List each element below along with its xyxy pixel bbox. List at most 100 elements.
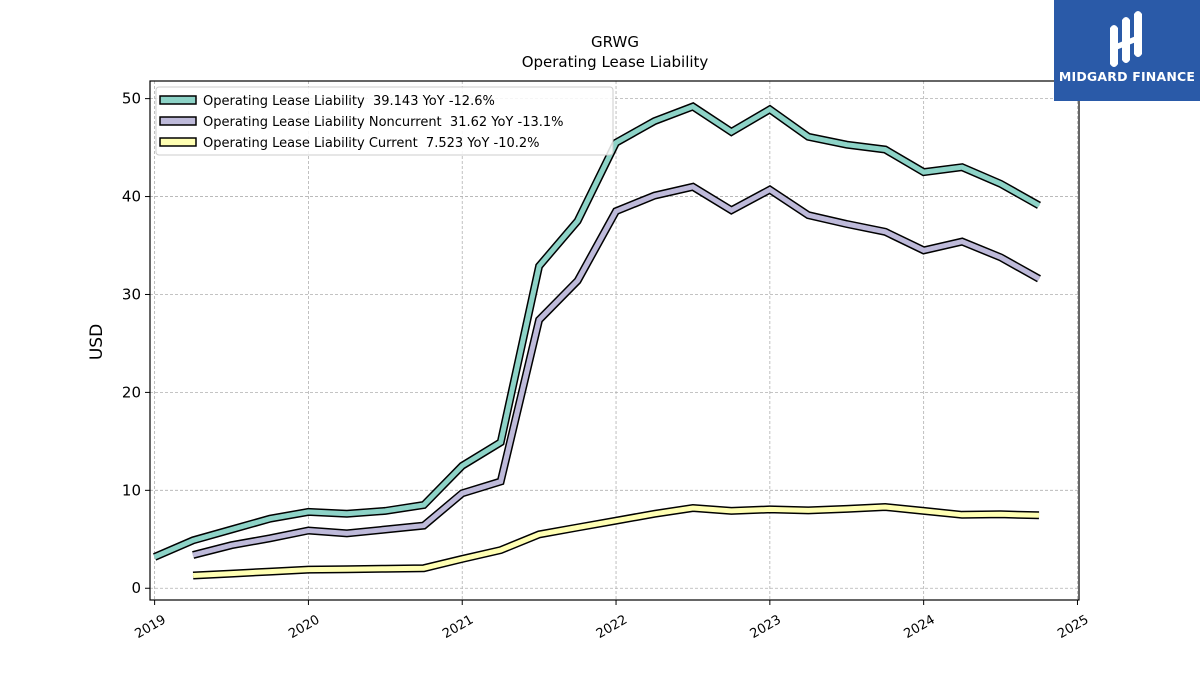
legend-swatch (159, 116, 197, 126)
series-point (769, 508, 771, 510)
series-point (692, 507, 694, 509)
series-lines (153, 102, 1041, 580)
series-point (346, 532, 348, 535)
series-point (807, 509, 809, 511)
series-point (1038, 204, 1040, 206)
series-point (846, 508, 848, 510)
legend-label: Operating Lease Liability 39.143 YoY -12… (203, 94, 495, 109)
series-point (538, 319, 540, 321)
logo-mark-icon (1110, 11, 1142, 67)
series-point (653, 513, 656, 515)
series-point (577, 220, 579, 222)
legend-swatch (159, 95, 197, 105)
series-point (1000, 183, 1002, 185)
series-point (884, 231, 886, 233)
x-tick-label: 2023 (748, 612, 784, 642)
series-point (461, 492, 463, 494)
brand-name: MIDGARD FINANCE (1058, 69, 1196, 84)
series-point (961, 514, 963, 516)
legend-label: Operating Lease Liability Current 7.523 … (203, 136, 540, 151)
legend-label: Operating Lease Liability Noncurrent 31.… (203, 115, 564, 130)
series-point (500, 441, 502, 443)
series-point (577, 280, 579, 282)
series-point (423, 525, 425, 527)
series-point (615, 520, 617, 522)
series-point (423, 567, 425, 569)
series-point (923, 171, 925, 173)
series-point (807, 136, 809, 138)
series-point (961, 166, 963, 168)
series-point (615, 210, 617, 212)
y-tick-label: 40 (122, 188, 141, 206)
x-tick-label: 2020 (286, 612, 322, 642)
series-point (884, 148, 886, 151)
series-point (230, 528, 233, 531)
series-point (346, 513, 348, 515)
series-point (1000, 256, 1002, 258)
plot-frame (149, 80, 1080, 601)
series-point (730, 209, 733, 211)
legend: Operating Lease Liability 39.143 YoY -12… (155, 86, 614, 156)
series-point (500, 480, 502, 483)
series-point (1038, 514, 1040, 516)
series-point (807, 214, 809, 216)
series-point (577, 526, 579, 529)
series-point (230, 544, 233, 546)
y-tick-label: 10 (122, 481, 141, 499)
series-point (653, 120, 656, 122)
series-line-outline (153, 102, 1041, 561)
series-point (461, 558, 463, 560)
series-point (384, 568, 386, 570)
series-point (961, 241, 963, 243)
x-axis-ticks: 2019 2020 2021 2022 2023 2024 2025 (132, 600, 1091, 642)
series-point (423, 504, 425, 506)
brand-logo: MIDGARD FINANCE (1054, 0, 1200, 101)
series-point (192, 539, 194, 541)
y-tick-label: 30 (122, 285, 141, 303)
series-point (269, 571, 271, 573)
x-tick-label: 2025 (1055, 612, 1091, 642)
series-point (653, 195, 656, 197)
chart-title: GRWG (591, 33, 639, 51)
series-point (307, 569, 309, 571)
series-point (192, 574, 194, 577)
y-axis-label: USD (87, 324, 107, 360)
series-point (1038, 278, 1040, 280)
series-point (769, 108, 771, 110)
series-point (230, 573, 233, 575)
series-point (384, 528, 386, 531)
legend-box (155, 86, 614, 156)
series-point (538, 265, 540, 267)
series-point (346, 568, 348, 570)
x-tick-label: 2022 (594, 612, 630, 642)
y-tick-label: 0 (131, 579, 141, 597)
y-tick-label: 20 (122, 383, 141, 401)
series-point (730, 510, 733, 512)
series-point (923, 249, 925, 251)
series-point (692, 186, 694, 188)
series-point (769, 189, 771, 191)
series-point (154, 556, 156, 558)
series-line (153, 103, 1041, 560)
y-tick-label: 50 (122, 90, 141, 108)
series-point (846, 144, 848, 146)
chart-subtitle: Operating Lease Liability (522, 53, 709, 71)
x-tick-label: 2019 (132, 612, 168, 642)
series-point (1000, 513, 1002, 515)
series-point (923, 510, 925, 512)
series-point (269, 537, 271, 539)
x-tick-label: 2024 (901, 612, 937, 642)
series-point (538, 533, 540, 536)
legend-swatch (159, 137, 197, 147)
series-point (692, 105, 694, 108)
y-axis-ticks: 0 10 20 30 40 50 (122, 90, 150, 597)
series-point (846, 223, 848, 225)
series-point (307, 529, 309, 532)
x-tick-label: 2021 (440, 612, 476, 642)
series-point (307, 511, 309, 513)
series-point (500, 549, 502, 551)
series-point (192, 554, 194, 556)
series-point (615, 142, 617, 144)
series-point (730, 131, 733, 133)
